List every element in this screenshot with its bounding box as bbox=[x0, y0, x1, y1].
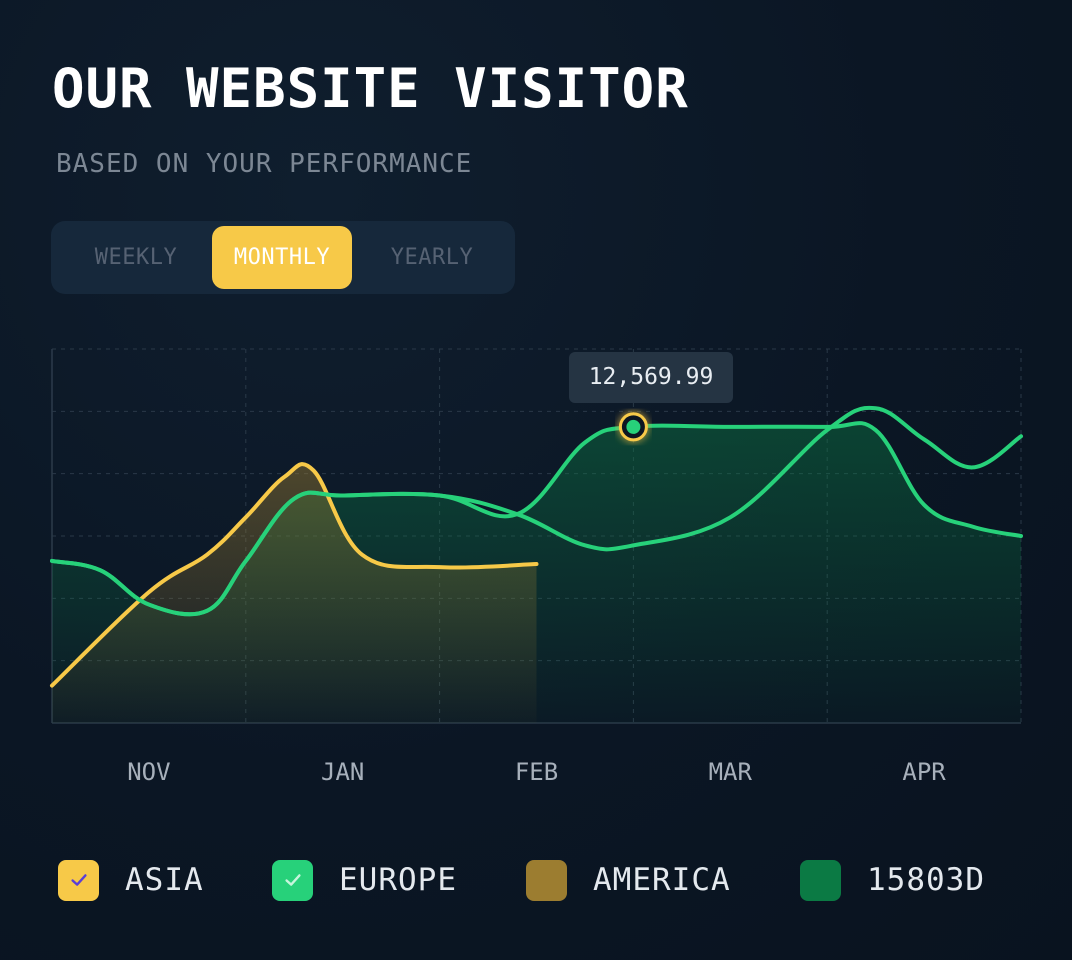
series-lines bbox=[50, 405, 1023, 688]
page-subtitle: BASED ON YOUR PERFORMANCE bbox=[56, 149, 473, 179]
series-fills bbox=[52, 423, 1021, 723]
value-tooltip: 12,569.99 bbox=[569, 352, 733, 403]
tab-yearly[interactable]: YEARLY bbox=[390, 245, 474, 270]
tab-weekly[interactable]: WEEKLY bbox=[94, 245, 178, 270]
legend-item-asia[interactable]: ASIA bbox=[58, 858, 204, 902]
x-tick-label-apr: APR bbox=[902, 758, 946, 786]
series-line-asia bbox=[50, 462, 539, 688]
series-line-europe bbox=[50, 421, 1023, 617]
x-axis-ticks: NOV JAN FEB MAR APR bbox=[127, 758, 946, 786]
legend-item-15803d[interactable]: 15803D bbox=[800, 858, 985, 902]
x-tick-label-nov: NOV bbox=[127, 758, 170, 786]
legend-item-america[interactable]: AMERICA bbox=[526, 858, 731, 902]
legend-label-asia: ASIA bbox=[125, 862, 204, 898]
legend-item-europe[interactable]: EUROPE bbox=[272, 858, 457, 902]
check-icon bbox=[284, 874, 301, 886]
x-tick-label-jan: JAN bbox=[321, 758, 364, 786]
legend-checkbox-america[interactable] bbox=[526, 859, 567, 901]
legend-label-15803d: 15803D bbox=[867, 862, 985, 898]
legend-checkbox-europe[interactable] bbox=[272, 859, 313, 901]
highlight-marker-layer bbox=[618, 412, 648, 442]
period-toggle: WEEKLY MONTHLY YEARLY bbox=[51, 221, 515, 294]
legend-checkbox-asia[interactable] bbox=[58, 859, 99, 901]
tab-monthly[interactable]: MONTHLY bbox=[212, 226, 352, 289]
legend-checkbox-15803d[interactable] bbox=[800, 859, 841, 901]
x-tick-label-mar: MAR bbox=[709, 758, 753, 786]
highlight-point bbox=[626, 419, 641, 434]
legend-label-america: AMERICA bbox=[593, 862, 731, 898]
check-icon bbox=[70, 874, 87, 886]
x-tick-label-feb: FEB bbox=[515, 758, 558, 786]
area-fill-asia bbox=[52, 464, 537, 723]
legend-label-europe: EUROPE bbox=[339, 862, 457, 898]
page-title: OUR WEBSITE VISITOR bbox=[52, 57, 689, 120]
